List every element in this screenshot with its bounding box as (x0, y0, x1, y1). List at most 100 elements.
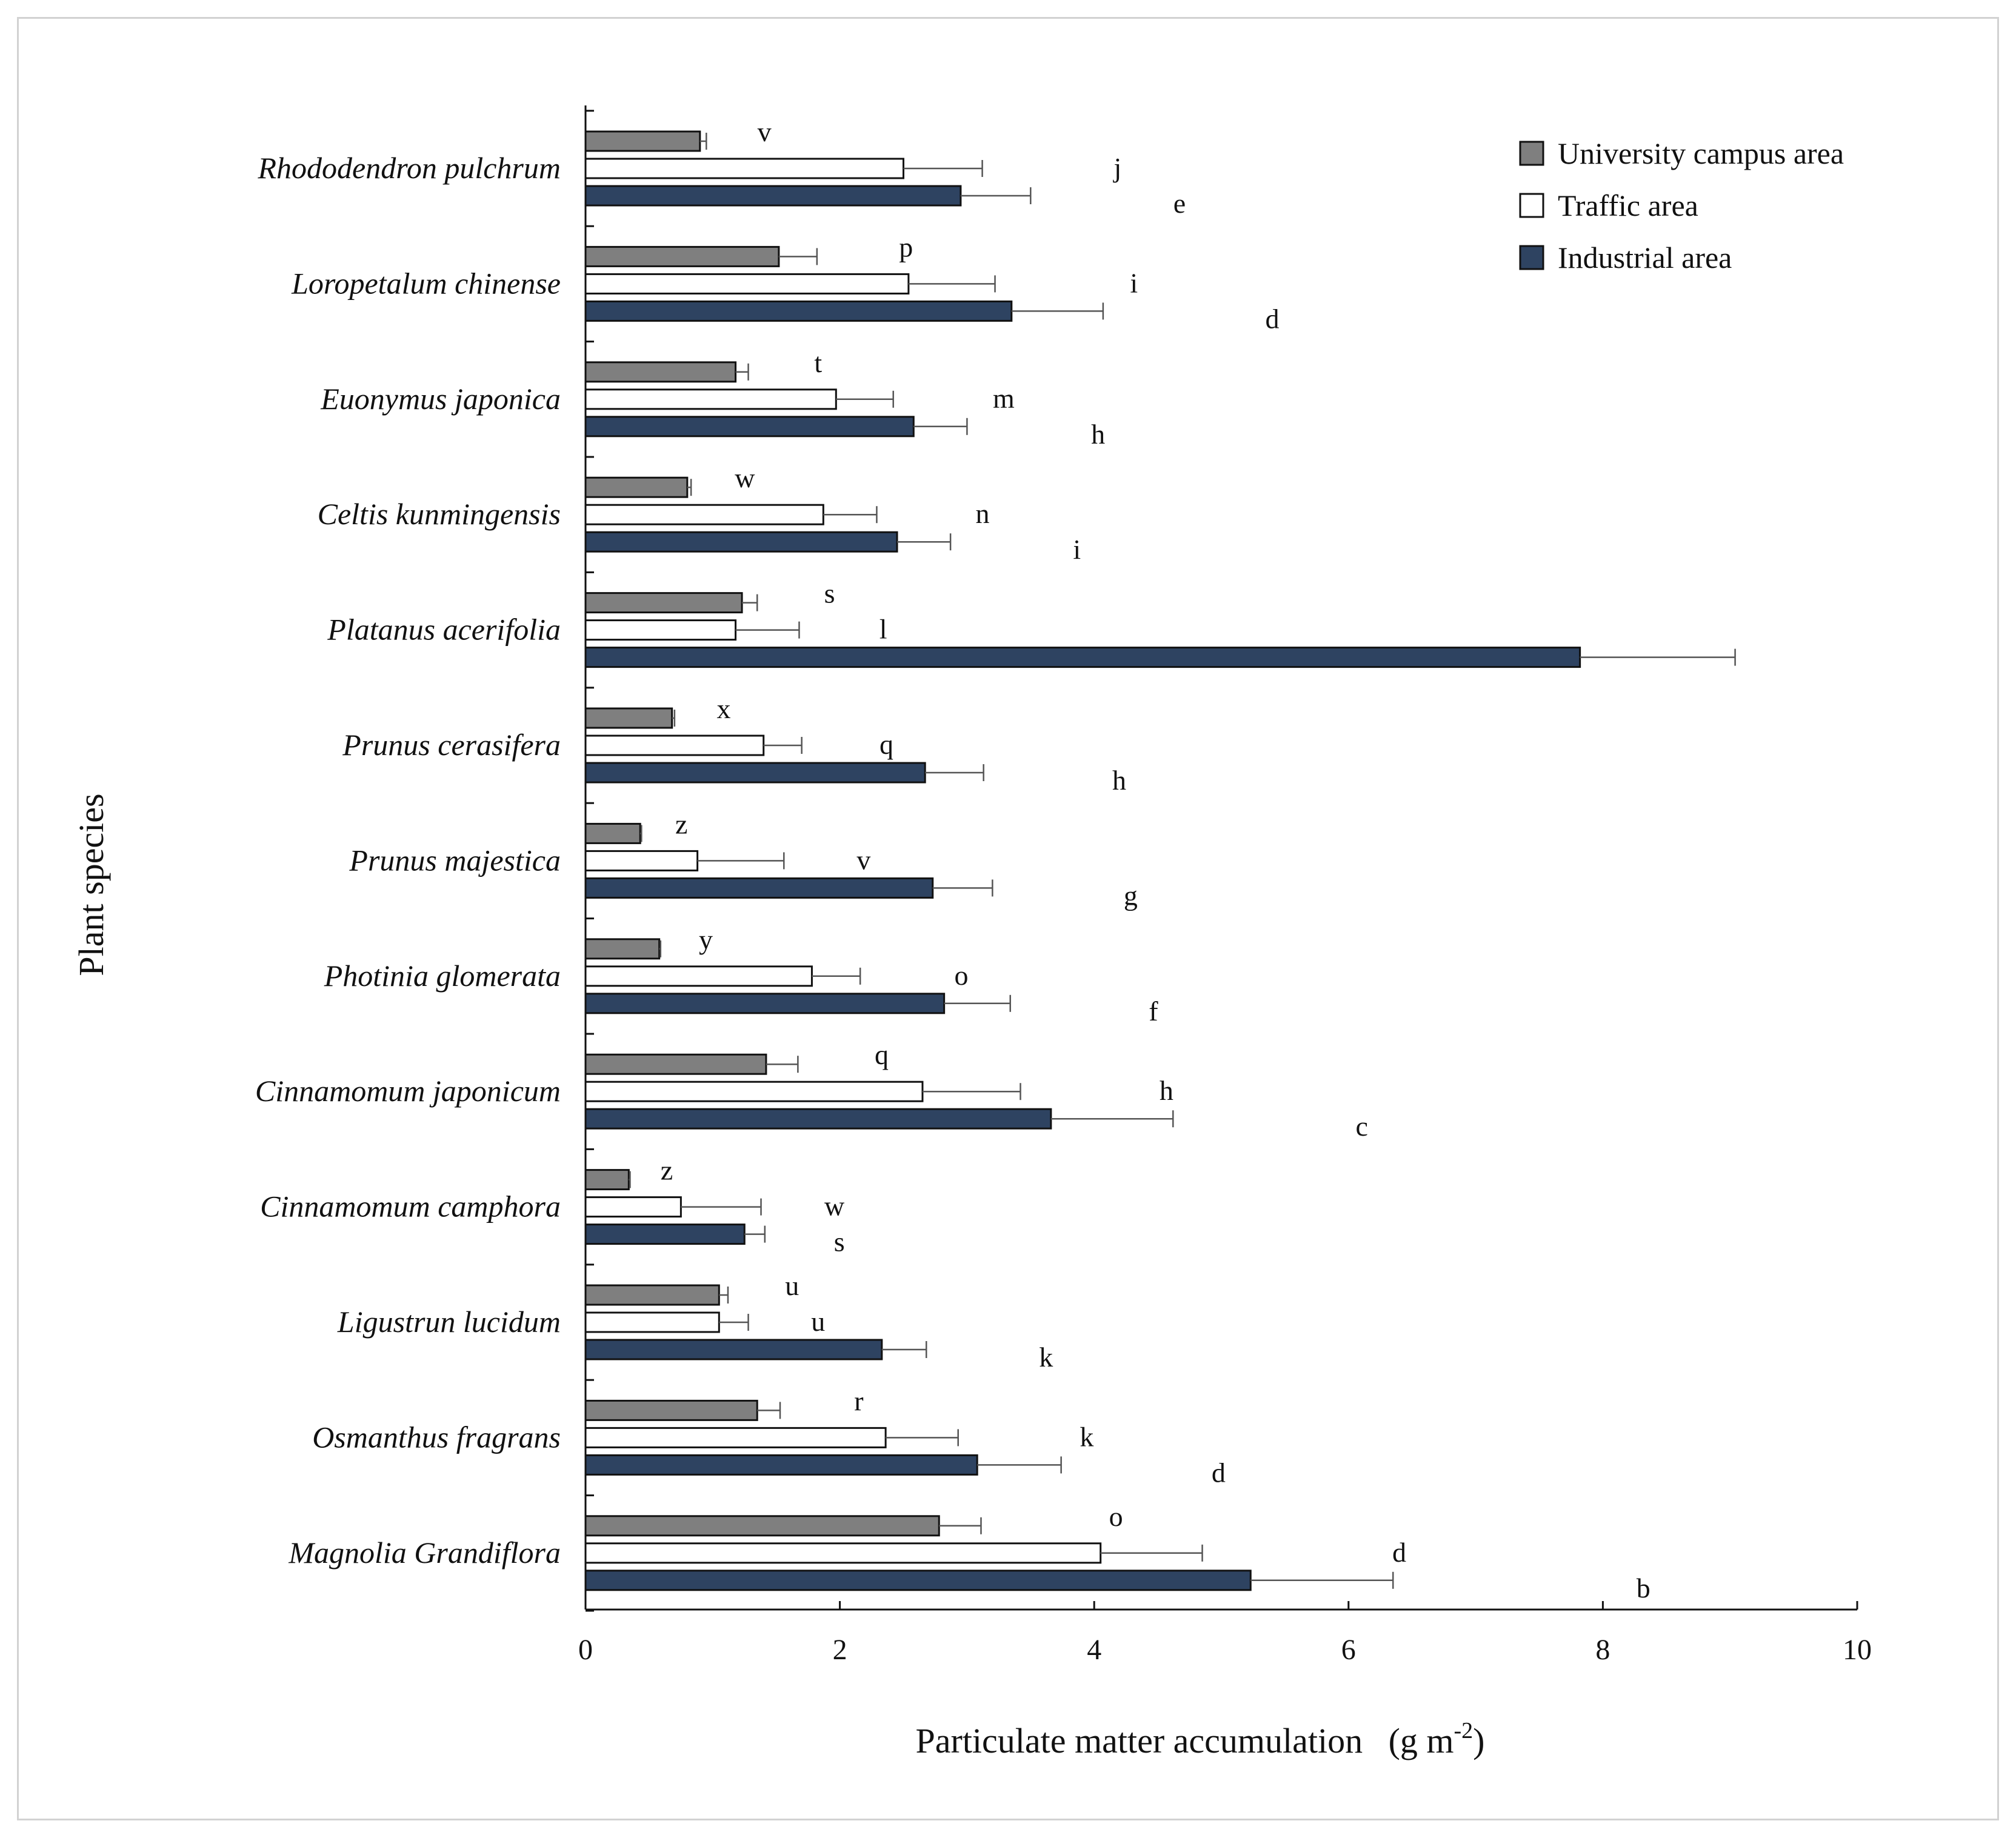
species-label: Prunus cerasifera (342, 728, 561, 762)
labels: Rhododendron pulchrum v j e Loropetalum chin… (255, 116, 1651, 1603)
bar (584, 734, 765, 756)
bar (584, 647, 1581, 668)
species-label: Cinnamomum japonicum (255, 1074, 561, 1108)
significance-letter: h (1091, 419, 1105, 450)
bar (584, 938, 661, 960)
x-tick-label: 8 (1595, 1634, 1610, 1666)
legend-swatch (1519, 245, 1544, 270)
significance-letter: q (875, 1039, 889, 1070)
significance-letter: c (1355, 1111, 1367, 1142)
bar (584, 592, 743, 614)
y-axis-title: Plant species (72, 793, 111, 976)
significance-letter: v (856, 844, 870, 875)
species-label: Magnolia Grandiflora (288, 1536, 561, 1570)
bar (584, 707, 673, 729)
significance-letter: g (1124, 880, 1138, 911)
significance-letter: i (1130, 267, 1138, 298)
significance-letter: e (1173, 188, 1186, 219)
significance-letter: p (899, 231, 913, 262)
significance-letter: w (735, 462, 755, 493)
x-axis-title: Particulate matter accumulation (g m-2) (916, 1718, 1485, 1760)
bar (584, 504, 824, 525)
species-label: Platanus acerifolia (327, 613, 561, 647)
bar (584, 273, 910, 295)
legend-label: Industrial area (1558, 241, 1732, 275)
figure-frame (17, 17, 1999, 1820)
bar (584, 1196, 682, 1218)
significance-letter: s (834, 1227, 845, 1257)
significance-letter: o (1109, 1501, 1123, 1532)
bar (584, 1284, 720, 1306)
bar (584, 130, 701, 152)
bar (584, 1339, 883, 1360)
bar (584, 185, 962, 207)
bar (584, 1169, 630, 1191)
species-label: Celtis kunmingensis (318, 497, 561, 531)
x-tick-label: 0 (578, 1634, 593, 1666)
bar (584, 300, 1013, 322)
bar (584, 1542, 1102, 1564)
x-tick-label: 6 (1341, 1634, 1356, 1666)
significance-letter: i (1073, 534, 1081, 565)
species-label: Photinia glomerata (324, 959, 561, 993)
bars (584, 130, 1736, 1591)
significance-letter: d (1265, 303, 1279, 334)
significance-letter: k (1080, 1421, 1093, 1452)
bar (584, 822, 641, 844)
species-label: Euonymus japonica (320, 382, 561, 416)
bar (584, 388, 837, 410)
bar (584, 158, 904, 179)
bar (584, 993, 946, 1014)
bar (584, 416, 915, 438)
bar (584, 1080, 924, 1102)
significance-letter: x (716, 693, 730, 724)
x-tick-label: 4 (1087, 1634, 1101, 1666)
x-axis-unit: (g m (1389, 1721, 1454, 1760)
species-label: Ligustrun lucidum (337, 1305, 561, 1339)
significance-letter: j (1112, 152, 1121, 183)
bar (584, 1053, 767, 1075)
significance-letter: z (675, 808, 687, 839)
x-axis-title-main: Particulate matter accumulation (916, 1721, 1363, 1760)
bar (584, 877, 934, 899)
bar (584, 1311, 720, 1333)
bar (584, 1399, 758, 1421)
significance-letter: k (1039, 1342, 1053, 1373)
species-label: Prunus majestica (349, 843, 561, 877)
significance-letter: r (854, 1385, 863, 1416)
significance-letter: d (1212, 1457, 1226, 1488)
legend-swatch (1519, 193, 1544, 218)
significance-letter: v (758, 116, 772, 147)
significance-letter: q (879, 729, 893, 760)
x-axis-unit-close: ) (1473, 1721, 1484, 1760)
bar (584, 965, 813, 987)
species-label: Loropetalum chinense (291, 266, 561, 300)
species-label: Rhododendron pulchrum (258, 151, 561, 185)
significance-letter: w (824, 1191, 845, 1222)
bar (584, 531, 898, 553)
significance-letter: y (699, 924, 713, 955)
significance-letter: s (824, 578, 835, 609)
significance-letter: f (1149, 996, 1158, 1027)
significance-letter: z (661, 1155, 673, 1186)
bar (584, 1427, 887, 1448)
significance-letter: h (1112, 765, 1126, 796)
bar (584, 850, 699, 871)
x-axis-unit-exponent: -2 (1454, 1718, 1474, 1743)
significance-letter: b (1637, 1573, 1651, 1603)
x-tick-label: 10 (1843, 1634, 1872, 1666)
significance-letter: u (811, 1306, 825, 1337)
bar (584, 361, 737, 383)
legend-label: University campus area (1558, 136, 1844, 170)
species-label: Cinnamomum camphora (260, 1190, 561, 1224)
significance-letter: o (955, 960, 969, 991)
significance-letter: d (1392, 1537, 1406, 1568)
bar (584, 476, 689, 498)
significance-letter: m (993, 383, 1015, 414)
legend: University campus area Traffic area Indust… (1519, 136, 1844, 275)
species-label: Osmanthus fragrans (312, 1420, 561, 1454)
bar (584, 619, 737, 641)
bar (584, 1224, 746, 1245)
significance-letter: l (879, 614, 887, 645)
